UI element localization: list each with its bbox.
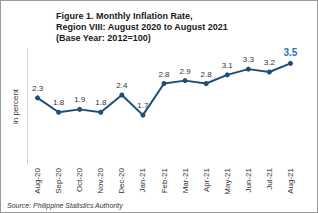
svg-text:Jun-21: Jun-21 xyxy=(244,167,253,192)
svg-text:in percent: in percent xyxy=(11,88,20,124)
svg-text:Apr-21: Apr-21 xyxy=(202,167,211,192)
svg-text:Figure 1. Monthly Inflation Ra: Figure 1. Monthly Inflation Rate, xyxy=(56,11,193,21)
svg-text:3.1: 3.1 xyxy=(222,61,234,70)
svg-text:Sep-20: Sep-20 xyxy=(54,167,63,193)
svg-text:2.8: 2.8 xyxy=(201,70,213,79)
svg-text:2.3: 2.3 xyxy=(32,84,44,93)
svg-text:3.3: 3.3 xyxy=(243,55,255,64)
svg-text:Aug-21: Aug-21 xyxy=(286,167,295,193)
svg-text:Nov-20: Nov-20 xyxy=(96,167,105,193)
svg-text:2.8: 2.8 xyxy=(158,70,170,79)
svg-text:1.8: 1.8 xyxy=(53,98,65,107)
svg-text:2.9: 2.9 xyxy=(180,67,192,76)
svg-text:1.8: 1.8 xyxy=(95,98,107,107)
svg-text:Source: Philippine Statistics: Source: Philippine Statistics Authority xyxy=(7,202,123,210)
svg-text:3.2: 3.2 xyxy=(264,58,276,67)
svg-text:Mar-21: Mar-21 xyxy=(181,167,190,193)
svg-text:Dec-20: Dec-20 xyxy=(117,167,126,193)
svg-text:Aug-20: Aug-20 xyxy=(33,167,42,193)
svg-text:Jul-21: Jul-21 xyxy=(265,167,274,189)
svg-text:May-21: May-21 xyxy=(223,167,232,194)
svg-text:(Base Year: 2012=100): (Base Year: 2012=100) xyxy=(56,33,151,43)
svg-text:Feb-21: Feb-21 xyxy=(160,167,169,193)
svg-text:Oct-20: Oct-20 xyxy=(75,167,84,192)
svg-text:2.4: 2.4 xyxy=(116,81,128,90)
svg-text:Jan-21: Jan-21 xyxy=(138,167,147,192)
svg-text:3.5: 3.5 xyxy=(284,47,298,58)
svg-text:1.9: 1.9 xyxy=(74,95,86,104)
svg-text:Region VIII: August 2020 to Au: Region VIII: August 2020 to August 2021 xyxy=(56,22,228,32)
svg-text:1.7: 1.7 xyxy=(137,101,149,110)
